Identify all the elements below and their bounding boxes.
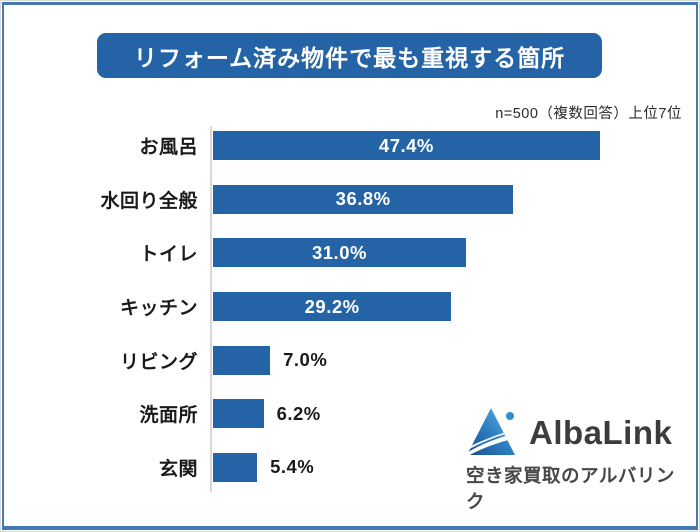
bar [213, 452, 258, 482]
chart-row: お風呂 47.4% [0, 119, 700, 173]
category-label: リビング [119, 351, 198, 373]
chart-row: 玄関 5.4% [0, 440, 700, 494]
bar-zone: 36.8% [208, 173, 700, 227]
category-label: キッチン [119, 298, 198, 320]
bar-zone: 7.0% [208, 333, 700, 387]
chart-row: トイレ 31.0% [0, 226, 700, 280]
value-label: 6.2% [276, 402, 321, 424]
value-label: 36.8% [335, 188, 391, 210]
chart-title-box: リフォーム済み物件で最も重視する箇所 [97, 33, 602, 78]
value-label: 47.4% [378, 134, 434, 156]
value-label: 5.4% [270, 456, 315, 478]
bar-chart: お風呂 47.4% 水回り全般 36.8% トイレ 31.0% キッチン 29.2% リビング 7… [0, 119, 700, 494]
bar-zone: 31.0% [208, 226, 700, 280]
bar-zone: 47.4% [208, 119, 700, 173]
bar: 36.8% [213, 184, 514, 214]
chart-row: 水回り全般 36.8% [0, 173, 700, 227]
category-label: 玄関 [158, 458, 198, 480]
bar-zone: 6.2% [208, 387, 700, 441]
bar [213, 399, 264, 429]
bar-zone: 29.2% [208, 280, 700, 334]
chart-row: リビング 7.0% [0, 333, 700, 387]
value-label: 29.2% [304, 295, 360, 317]
sample-size-note: n=500（複数回答）上位7位 [495, 106, 682, 122]
value-label: 7.0% [283, 349, 328, 371]
chart-row: 洗面所 6.2% [0, 387, 700, 441]
category-label: トイレ [139, 244, 198, 266]
albalink-triangle-icon [466, 406, 523, 461]
logo-tagline: 空き家買取のアルバリンク [466, 465, 675, 512]
logo-row: AlbaLink [466, 407, 672, 459]
albalink-logo: AlbaLink 空き家買取のアルバリンク [466, 407, 682, 514]
bar: 29.2% [213, 292, 452, 322]
logo-wordmark: AlbaLink [529, 414, 673, 451]
bar-zone: 5.4% [208, 440, 700, 494]
category-label: 洗面所 [139, 405, 198, 427]
bar: 31.0% [213, 238, 466, 268]
bar [213, 345, 271, 375]
axis-line [210, 126, 212, 492]
category-label: 水回り全般 [100, 190, 198, 212]
bar: 47.4% [213, 131, 600, 161]
value-label: 31.0% [311, 241, 367, 263]
chart-title: リフォーム済み物件で最も重視する箇所 [133, 44, 566, 71]
category-label: お風呂 [139, 137, 198, 159]
chart-row: キッチン 29.2% [0, 280, 700, 334]
